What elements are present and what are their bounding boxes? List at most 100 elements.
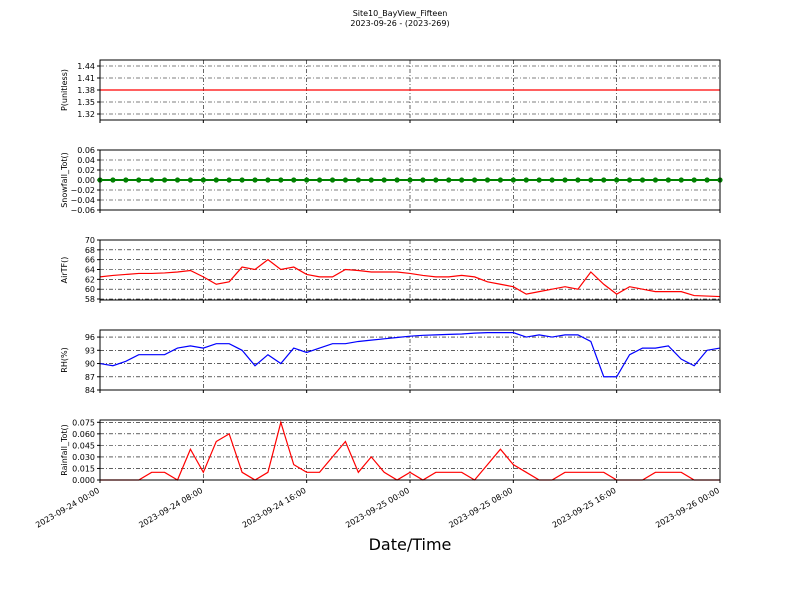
y-tick-label: 66 (85, 256, 95, 265)
y-tick-label: 0.04 (77, 156, 95, 165)
data-point (575, 177, 581, 183)
y-tick-label: 1.38 (77, 86, 95, 95)
y-tick-label: 68 (85, 246, 95, 255)
data-point (407, 177, 413, 183)
y-tick-label: 0.060 (72, 430, 95, 439)
y-tick-label: 87 (85, 373, 95, 382)
data-point (459, 177, 465, 183)
y-axis-label: AirTF() (60, 257, 69, 284)
y-axis-label: RH(%) (60, 347, 69, 372)
x-tick-label: 2023-09-24 00:00 (34, 486, 101, 530)
y-axis-label: Rainfall_Tot() (60, 424, 69, 476)
y-tick-label: 96 (85, 333, 95, 342)
y-tick-label: 0.02 (77, 166, 95, 175)
axes-frame (99, 329, 721, 391)
data-point (549, 177, 555, 183)
data-point (381, 177, 387, 183)
y-tick-label: 84 (85, 386, 95, 395)
data-point (174, 177, 181, 183)
figure-title: Site10_BayView_Fifteen (353, 9, 448, 18)
data-point (136, 177, 142, 183)
figure-subtitle: 2023-09-26 - (2023-269) (350, 19, 449, 28)
x-tick-label: 2023-09-24 08:00 (137, 486, 204, 530)
y-tick-label: 0.06 (77, 146, 95, 155)
y-tick-label: 64 (85, 266, 95, 275)
data-point (278, 177, 284, 183)
data-point (110, 177, 116, 183)
y-tick-label: 0.075 (72, 418, 95, 427)
y-axis-label: Snowfall_Tot() (60, 152, 69, 208)
data-point (691, 177, 697, 183)
x-axis-label: Date/Time (369, 535, 452, 554)
axes-frame (99, 419, 721, 481)
y-tick-label: 58 (85, 295, 95, 304)
y-tick-label: 1.41 (77, 74, 95, 83)
data-point (471, 177, 478, 183)
x-tick-label: 2023-09-25 16:00 (551, 486, 618, 530)
y-tick-label: 0.000 (72, 476, 95, 485)
data-point (123, 177, 129, 183)
y-tick-label: 62 (85, 275, 95, 284)
data-point (291, 177, 297, 183)
data-point (394, 177, 400, 183)
x-tick-label: 2023-09-26 00:00 (654, 486, 721, 530)
data-point (342, 177, 349, 183)
data-point (562, 177, 568, 183)
x-tick-label: 2023-09-25 00:00 (344, 486, 411, 530)
y-tick-label: −0.04 (70, 196, 95, 205)
data-point (704, 177, 710, 183)
data-point (523, 177, 529, 183)
data-point (187, 177, 194, 183)
data-point (355, 177, 361, 183)
data-point (252, 177, 258, 183)
y-tick-label: 1.44 (77, 62, 95, 71)
axes-frame (99, 149, 721, 211)
data-point (433, 177, 439, 183)
y-tick-label: −0.02 (70, 186, 95, 195)
data-point (304, 177, 310, 183)
data-line (99, 258, 721, 298)
data-point (536, 177, 542, 183)
y-tick-label: 0.030 (72, 453, 95, 462)
data-point (368, 177, 374, 183)
data-point (329, 177, 336, 183)
data-point (614, 177, 620, 183)
x-tick-label: 2023-09-24 16:00 (241, 486, 308, 530)
y-tick-label: 1.32 (77, 110, 95, 119)
y-tick-label: −0.06 (70, 206, 95, 215)
data-point (239, 177, 245, 183)
y-tick-label: 0.00 (77, 176, 95, 185)
y-tick-label: 93 (85, 346, 95, 355)
data-point (639, 177, 646, 183)
data-point (226, 177, 232, 183)
data-point (626, 177, 633, 183)
y-tick-label: 0.045 (72, 441, 95, 450)
data-point (601, 177, 607, 183)
data-point (213, 177, 219, 183)
data-point (484, 177, 491, 183)
data-point (149, 177, 155, 183)
y-tick-label: 1.35 (77, 98, 95, 107)
data-point (665, 177, 671, 183)
data-point (161, 177, 168, 183)
y-axis-label: P(unitless) (60, 69, 69, 111)
axes-frame (99, 59, 721, 121)
y-tick-label: 0.015 (72, 464, 95, 473)
data-point (497, 177, 504, 183)
y-tick-label: 90 (85, 360, 95, 369)
data-point (316, 177, 323, 183)
data-point (265, 177, 271, 183)
data-point (200, 177, 206, 183)
y-tick-label: 60 (85, 285, 95, 294)
data-line (99, 332, 721, 378)
axes-frame (99, 239, 721, 301)
data-point (652, 177, 659, 183)
data-point (420, 177, 426, 183)
y-tick-label: 70 (85, 236, 95, 245)
data-point (588, 177, 594, 183)
data-point (678, 177, 684, 183)
data-point (446, 177, 452, 183)
data-point (510, 177, 516, 183)
x-tick-label: 2023-09-25 08:00 (447, 486, 514, 530)
